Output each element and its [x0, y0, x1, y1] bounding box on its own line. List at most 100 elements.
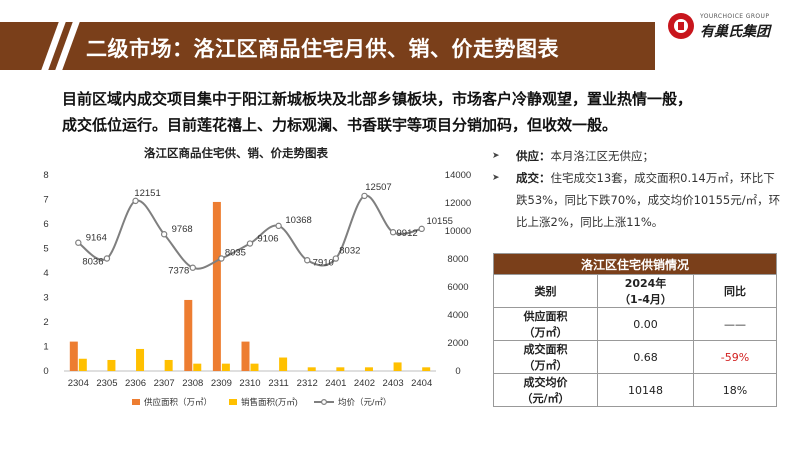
row-label-line: 供应面积: [523, 310, 568, 323]
market-summary: 目前区域内成交项目集中于阳江新城板块及北部乡镇板块，市场客户冷静观望，置业热情一…: [62, 86, 782, 138]
right-axis-tick: 10000: [445, 226, 471, 237]
supply-label: 供应：: [516, 149, 551, 163]
summary-line: 成交低位运行。目前莲花禧上、力标观澜、书香联宇等项目分销加码，但收效一般。: [62, 116, 618, 134]
row-value: 0.68: [597, 340, 694, 374]
right-axis-tick: 14000: [445, 170, 471, 181]
price-data-label: 12151: [134, 188, 160, 199]
price-point: [132, 197, 139, 205]
sales-bar: [250, 363, 259, 371]
row-label-unit: （元/㎡）: [521, 392, 570, 405]
legend-price-marker: [321, 399, 328, 406]
legend-price-label: 均价（元/㎡）: [338, 397, 391, 407]
price-data-label: 12507: [365, 182, 391, 193]
sales-bar: [107, 359, 116, 371]
x-axis-tick: 2308: [182, 378, 203, 389]
price-data-label: 7910: [313, 257, 334, 268]
price-data-label: 9106: [257, 234, 278, 245]
deal-note: ➤ 成交：住宅成交13套，成交面积0.14万㎡，环比下 跌53%，同比下跌70%…: [490, 167, 790, 233]
deal-text: 住宅成交13套，成交面积0.14万㎡，环比下: [550, 171, 775, 185]
supply-bar: [212, 201, 221, 371]
sales-bar: [364, 367, 373, 371]
x-axis-tick: 2312: [297, 378, 318, 389]
x-axis-tick: 2306: [125, 378, 146, 389]
deal-text: 比上涨2%，同比上涨11%。: [516, 215, 664, 229]
sales-bar: [307, 367, 316, 371]
left-axis-tick: 5: [43, 244, 48, 255]
price-point: [218, 255, 225, 262]
row-label-line: 成交面积: [523, 343, 568, 356]
right-axis-tick: 0: [455, 366, 460, 377]
sales-bar: [279, 357, 288, 371]
deal-text: 跌53%，同比下跌70%，成交均价10155元/㎡，环: [516, 193, 781, 207]
x-axis-tick: 2309: [211, 378, 232, 389]
row-label: 供应面积 （万㎡）: [493, 307, 598, 341]
x-axis-tick: 2305: [96, 378, 117, 389]
price-point: [275, 222, 282, 230]
price-point: [103, 255, 111, 262]
row-label: 成交均价 （元/㎡）: [493, 373, 598, 407]
left-axis-tick: 7: [43, 195, 48, 206]
header-yoy: 同比: [693, 274, 777, 308]
row-value: 0.00: [597, 307, 694, 341]
price-data-label: 8036: [82, 256, 103, 267]
price-point: [361, 192, 368, 200]
price-data-label: 8035: [225, 248, 246, 259]
price-point: [75, 239, 82, 246]
supply-bar: [241, 341, 250, 371]
price-point: [246, 240, 254, 247]
right-axis-tick: 4000: [447, 310, 468, 321]
table-row: 供应面积 （万㎡） 0.00 ——: [493, 307, 777, 341]
right-axis-tick: 12000: [445, 198, 471, 209]
x-axis-tick: 2401: [325, 378, 346, 389]
table-row: 成交面积 （万㎡） 0.68 -59%: [493, 340, 777, 374]
supply-sales-price-chart: 洛江区商品住宅供、销、价走势图表 0 1 2 3 4 5 6 7 8 0 2000 4000 6000 80…: [43, 146, 471, 407]
left-axis-tick: 6: [43, 219, 48, 230]
left-axis-tick: 1: [43, 342, 48, 353]
header-period-range: （1-4月）: [619, 293, 672, 306]
price-data-label: 9912: [397, 228, 418, 239]
price-data-label: 9768: [172, 224, 193, 235]
right-axis-tick: 6000: [447, 282, 468, 293]
row-value: 10148: [597, 373, 694, 407]
row-yoy: 18%: [693, 373, 777, 407]
price-point: [332, 255, 340, 262]
row-label: 成交面积 （万㎡）: [493, 340, 598, 374]
sales-bar: [336, 367, 345, 371]
price-point: [160, 231, 168, 238]
row-yoy: -59%: [693, 340, 777, 374]
legend-sales-swatch: [229, 399, 237, 405]
sales-bar: [221, 363, 230, 371]
price-data-label: 9164: [86, 233, 107, 244]
price-data-label: 8032: [339, 246, 360, 257]
company-logo: YOURCHOICE GROUP 有巢氏集团: [668, 12, 793, 42]
legend-supply-swatch: [132, 399, 140, 405]
market-notes: ➤ 供应：本月洛江区无供应； ➤ 成交：住宅成交13套，成交面积0.14万㎡，环…: [490, 145, 790, 233]
sales-bar: [193, 363, 202, 371]
row-yoy: ——: [693, 307, 777, 341]
price-line: [77, 194, 422, 270]
sales-bar: [393, 362, 402, 371]
table-row: 成交均价 （元/㎡） 10148 18%: [493, 373, 777, 407]
page-title: 二级市场：洛江区商品住宅月供、销、价走势图表: [86, 37, 559, 61]
table-title: 洛江区住宅供销情况: [493, 253, 777, 275]
header-category: 类别: [493, 274, 598, 308]
supply-note: ➤ 供应：本月洛江区无供应；: [490, 145, 790, 167]
title-banner: [0, 22, 655, 70]
price-point: [418, 225, 425, 233]
x-axis-tick: 2404: [411, 378, 432, 389]
row-label-line: 成交均价: [523, 376, 568, 389]
sales-bar: [164, 359, 173, 371]
row-label-unit: （万㎡）: [523, 326, 568, 339]
supply-text: 本月洛江区无供应；: [550, 149, 655, 163]
arrow-icon: ➤: [492, 173, 500, 183]
logo-icon: [668, 13, 694, 39]
price-data-label: 10368: [285, 215, 311, 226]
right-axis-tick: 8000: [447, 254, 468, 265]
sales-bar: [422, 367, 431, 371]
price-point: [189, 264, 196, 271]
price-data-label: 7378: [168, 266, 189, 277]
supply-sales-table: 洛江区住宅供销情况 类别 2024年 （1-4月） 同比 供应面积 （万㎡） 0…: [493, 253, 777, 407]
sales-bar: [78, 358, 87, 371]
x-axis-tick: 2307: [154, 378, 175, 389]
header-period-year: 2024年: [624, 277, 667, 290]
